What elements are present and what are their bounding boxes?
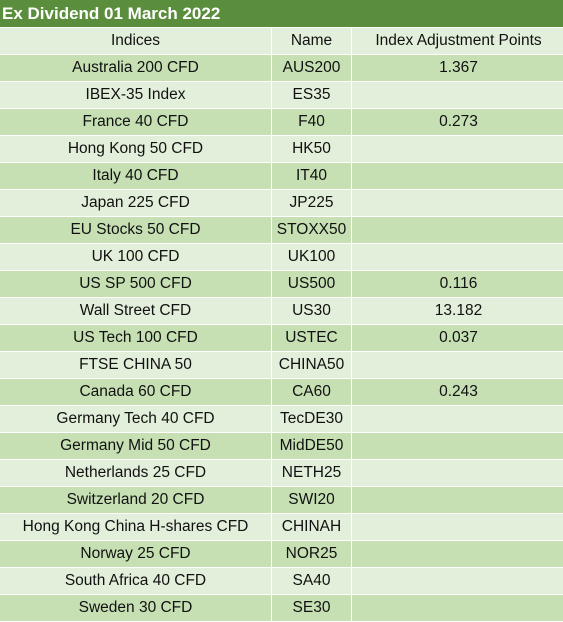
header-row: Indices Name Index Adjustment Points [0,28,563,55]
cell-name[interactable]: UK100 [272,244,352,271]
cell-points[interactable]: 0.037 [352,325,563,352]
cell-name[interactable]: US30 [272,298,352,325]
cell-points[interactable] [352,433,563,460]
cell-name[interactable]: STOXX50 [272,217,352,244]
cell-index[interactable]: Germany Mid 50 CFD [0,433,272,460]
cell-points[interactable] [352,541,563,568]
cell-points[interactable] [352,460,563,487]
cell-name[interactable]: ES35 [272,82,352,109]
cell-name[interactable]: HK50 [272,136,352,163]
cell-index[interactable]: Norway 25 CFD [0,541,272,568]
cell-index[interactable]: US SP 500 CFD [0,271,272,298]
cell-index[interactable]: Japan 225 CFD [0,190,272,217]
cell-index[interactable]: FTSE CHINA 50 [0,352,272,379]
cell-points[interactable] [352,217,563,244]
cell-index[interactable]: Hong Kong 50 CFD [0,136,272,163]
cell-index[interactable]: US Tech 100 CFD [0,325,272,352]
cell-name[interactable]: SE30 [272,595,352,622]
cell-name[interactable]: IT40 [272,163,352,190]
cell-name[interactable]: JP225 [272,190,352,217]
cell-points[interactable] [352,136,563,163]
cell-index[interactable]: Sweden 30 CFD [0,595,272,622]
cell-name[interactable]: AUS200 [272,55,352,82]
cell-points[interactable] [352,244,563,271]
cell-name[interactable]: CHINAH [272,514,352,541]
cell-index[interactable]: Switzerland 20 CFD [0,487,272,514]
cell-points[interactable]: 13.182 [352,298,563,325]
cell-index[interactable]: Italy 40 CFD [0,163,272,190]
cell-name[interactable]: SWI20 [272,487,352,514]
cell-points[interactable]: 0.243 [352,379,563,406]
cell-name[interactable]: NOR25 [272,541,352,568]
cell-name[interactable]: NETH25 [272,460,352,487]
header-adjustment-points[interactable]: Index Adjustment Points [352,28,563,55]
cell-index[interactable]: IBEX-35 Index [0,82,272,109]
cell-name[interactable]: CA60 [272,379,352,406]
cell-points[interactable]: 0.273 [352,109,563,136]
cell-points[interactable] [352,352,563,379]
cell-name[interactable]: SA40 [272,568,352,595]
cell-name[interactable]: MidDE50 [272,433,352,460]
cell-index[interactable]: Germany Tech 40 CFD [0,406,272,433]
cell-name[interactable]: US500 [272,271,352,298]
cell-name[interactable]: TecDE30 [272,406,352,433]
cell-index[interactable]: France 40 CFD [0,109,272,136]
cell-points[interactable] [352,487,563,514]
cell-index[interactable]: Australia 200 CFD [0,55,272,82]
cell-name[interactable]: USTEC [272,325,352,352]
cell-points[interactable] [352,163,563,190]
cell-index[interactable]: Canada 60 CFD [0,379,272,406]
cell-points[interactable] [352,514,563,541]
cell-index[interactable]: Hong Kong China H-shares CFD [0,514,272,541]
cell-index[interactable]: Wall Street CFD [0,298,272,325]
cell-points[interactable] [352,595,563,622]
cell-points[interactable] [352,82,563,109]
dividend-table: Indices Name Index Adjustment Points Aus… [0,28,563,622]
cell-index[interactable]: South Africa 40 CFD [0,568,272,595]
cell-index[interactable]: UK 100 CFD [0,244,272,271]
cell-index[interactable]: EU Stocks 50 CFD [0,217,272,244]
cell-index[interactable]: Netherlands 25 CFD [0,460,272,487]
header-indices[interactable]: Indices [0,28,272,55]
cell-points[interactable]: 1.367 [352,55,563,82]
header-name[interactable]: Name [272,28,352,55]
cell-points[interactable] [352,406,563,433]
cell-name[interactable]: F40 [272,109,352,136]
sheet-title[interactable]: Ex Dividend 01 March 2022 [0,0,563,28]
cell-points[interactable] [352,190,563,217]
cell-points[interactable] [352,568,563,595]
cell-points[interactable]: 0.116 [352,271,563,298]
cell-name[interactable]: CHINA50 [272,352,352,379]
